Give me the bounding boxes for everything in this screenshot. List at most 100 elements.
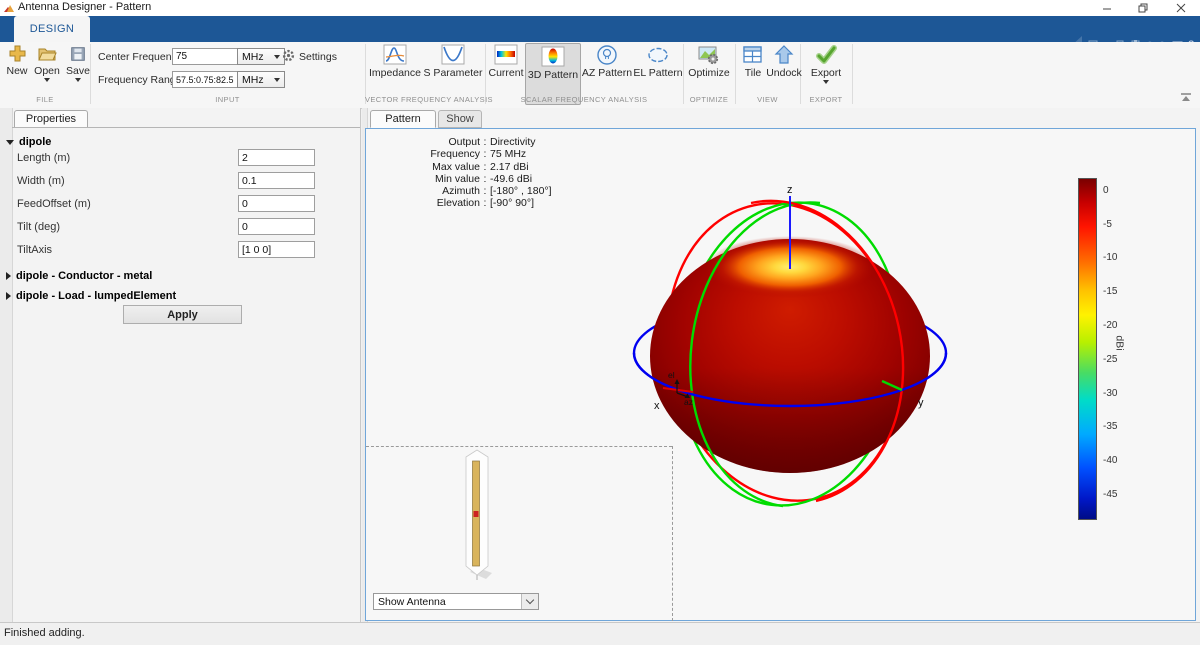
center-frequency-input[interactable]: 75 [172, 48, 239, 65]
ribbon-tab-band: ✂ ↶ ↷ ? [0, 16, 1200, 54]
tile-button[interactable]: Tile [740, 44, 766, 102]
tab-properties[interactable]: Properties [14, 110, 88, 128]
az-label: az [684, 397, 693, 407]
az-pattern-button[interactable]: AZ Pattern [581, 44, 633, 102]
current-icon [494, 44, 518, 65]
info-label: Frequency [430, 148, 480, 161]
section-label-input: INPUT [215, 95, 240, 104]
group-load[interactable]: dipole - Load - lumpedElement [6, 290, 176, 302]
section-divider [800, 44, 801, 104]
frequency-range-unit-select[interactable]: MHz [237, 71, 285, 88]
dropdown-caret-icon [274, 77, 280, 82]
prop-input-tilt[interactable]: 0 [238, 218, 315, 235]
section-divider [365, 44, 366, 104]
new-icon [9, 45, 26, 62]
prop-input-width[interactable]: 0.1 [238, 172, 315, 189]
section-divider [90, 44, 91, 104]
tab-pattern[interactable]: Pattern [370, 110, 436, 128]
info-value: [-180° , 180°] [490, 185, 552, 198]
colorbar-tick: -35 [1103, 421, 1118, 432]
prop-label-width: Width (m) [17, 175, 65, 187]
dropdown-caret-icon [44, 78, 50, 82]
frequency-range-input[interactable]: 57.5:0.75:82.5 [172, 71, 239, 88]
colorbar [1078, 178, 1097, 520]
chevron-down-icon[interactable] [521, 594, 538, 609]
colorbar-tick: -40 [1103, 455, 1118, 466]
titlebar: Antenna Designer - Pattern [0, 0, 1200, 16]
section-divider [852, 44, 853, 104]
sparameter-button[interactable]: S Parameter [422, 44, 484, 102]
restore-icon[interactable] [1128, 0, 1158, 16]
window-title: Antenna Designer - Pattern [18, 1, 152, 13]
colorbar-unit-label: dBi [1113, 335, 1126, 351]
preview-divider [672, 446, 673, 621]
group-dipole[interactable]: dipole [6, 136, 51, 148]
section-label-vector: VECTOR FREQUENCY ANALYSIS [365, 95, 493, 104]
center-frequency-unit-select[interactable]: MHz [237, 48, 285, 65]
colorbar-tick: 0 [1103, 185, 1109, 196]
pattern-3d-button[interactable]: 3D Pattern [525, 43, 581, 105]
settings-button[interactable]: Settings [299, 51, 337, 63]
center-frequency-label: Center Frequency [98, 51, 183, 63]
pattern-info-block: Output: Directivity Frequency:75 MHz Max … [398, 136, 552, 210]
gear-icon[interactable] [282, 49, 295, 62]
info-value: 2.17 dBi [490, 160, 529, 173]
x-axis-label: x [654, 400, 660, 412]
dropdown-caret-icon [75, 78, 81, 82]
open-icon [38, 48, 57, 61]
colorbar-tick: -30 [1103, 388, 1118, 399]
tab-design[interactable]: DESIGN [14, 16, 90, 42]
save-icon [71, 47, 85, 61]
radiation-pattern-3d-plot[interactable]: z y x el az [590, 182, 990, 532]
panel-collapse-strip[interactable] [0, 108, 13, 622]
prop-input-length[interactable]: 2 [238, 149, 315, 166]
expander-icon [6, 139, 14, 145]
antenna-preview[interactable] [450, 448, 510, 583]
pattern3d-icon [541, 46, 565, 67]
group-conductor[interactable]: dipole - Conductor - metal [6, 270, 152, 282]
section-label-file: FILE [36, 95, 54, 104]
colorbar-tick: -15 [1103, 286, 1118, 297]
toolbar: New Open Save FILE Center Frequency 75 M… [0, 42, 1200, 109]
minimize-ribbon-icon[interactable] [1180, 92, 1192, 102]
tab-divider [12, 127, 360, 128]
section-label-scalar: SCALAR FREQUENCY ANALYSIS [520, 95, 648, 104]
show-antenna-value: Show Antenna [378, 595, 446, 608]
dropdown-caret-icon [823, 80, 829, 84]
optimize-icon [698, 46, 719, 65]
colorbar-tick: -20 [1103, 320, 1118, 331]
tab-show[interactable]: Show [438, 110, 482, 128]
section-label-view: VIEW [757, 95, 778, 104]
colorbar-tick: -5 [1103, 219, 1112, 230]
minimize-icon[interactable] [1092, 0, 1122, 16]
optimize-button[interactable]: Optimize [685, 44, 733, 102]
colorbar-tick: -25 [1103, 354, 1118, 365]
show-antenna-select[interactable]: Show Antenna [373, 593, 539, 610]
close-icon[interactable] [1166, 0, 1196, 16]
undock-icon [774, 45, 794, 64]
prop-input-tiltaxis[interactable]: [1 0 0] [238, 241, 315, 258]
prop-input-feedoffset[interactable]: 0 [238, 195, 315, 212]
export-button[interactable]: Export [803, 44, 849, 102]
undock-button[interactable]: Undock [764, 44, 804, 102]
info-value: 75 MHz [490, 148, 527, 161]
prop-label-tilt: Tilt (deg) [17, 221, 60, 233]
preview-divider [366, 446, 672, 447]
info-label: Elevation [436, 197, 480, 210]
expander-icon [6, 272, 11, 280]
section-divider [683, 44, 684, 104]
current-button[interactable]: Current [487, 44, 525, 102]
impedance-button[interactable]: Impedance [366, 44, 424, 102]
apply-button[interactable]: Apply [123, 305, 242, 324]
prop-label-feedoffset: FeedOffset (m) [17, 198, 91, 210]
z-axis-label: z [787, 184, 793, 196]
info-label: Azimuth [442, 185, 480, 198]
save-button[interactable]: Save [64, 44, 92, 102]
open-button[interactable]: Open [32, 44, 62, 102]
new-button[interactable]: New [4, 44, 30, 102]
info-label: Max value [432, 160, 480, 173]
el-pattern-button[interactable]: EL Pattern [633, 44, 683, 102]
info-value: -49.6 dBi [490, 172, 533, 185]
info-label: Min value [435, 172, 480, 185]
